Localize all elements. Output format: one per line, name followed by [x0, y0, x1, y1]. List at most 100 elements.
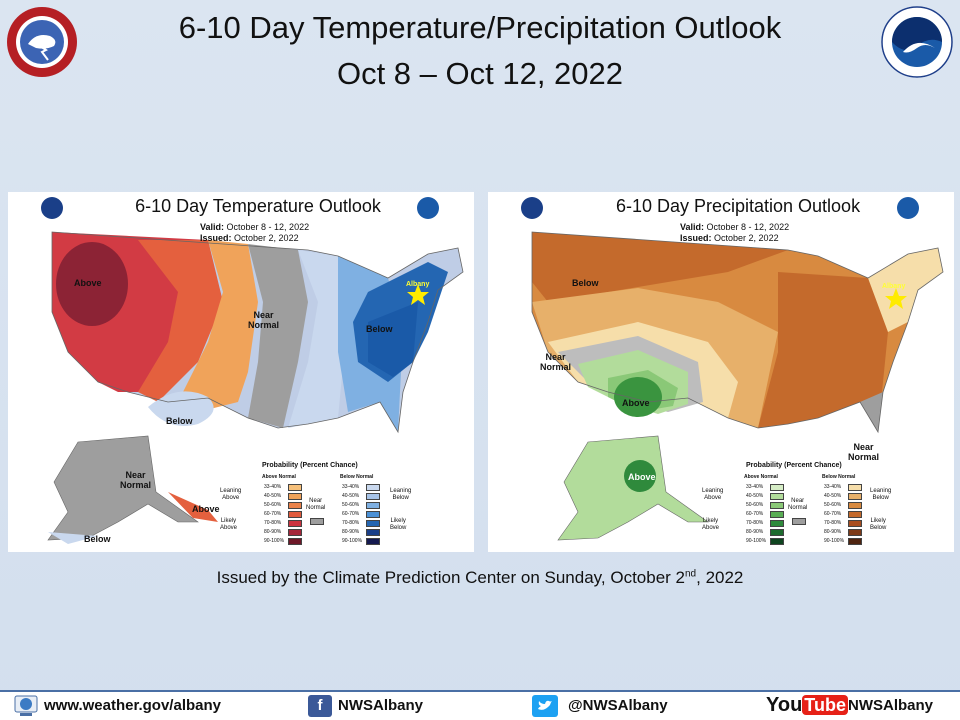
twitter-icon — [532, 695, 558, 717]
label-near-normal: Near Normal — [540, 352, 572, 372]
legend-swatch-above — [288, 493, 302, 500]
legend-swatch-above — [770, 493, 784, 500]
temperature-map-graphic — [41, 197, 464, 544]
legend-range-label: 80-90% — [824, 529, 842, 535]
legend-swatch-above — [770, 529, 784, 536]
legend-swatch-above — [288, 529, 302, 536]
globe-icon — [14, 695, 38, 716]
legend-range-label: 40-50% — [264, 493, 282, 499]
legend-range-label: 40-50% — [342, 493, 360, 499]
twitter-link[interactable]: @NWSAlbany — [568, 697, 668, 714]
legend-range-label: 60-70% — [264, 511, 282, 517]
page-subtitle-dates: Oct 8 – Oct 12, 2022 — [336, 56, 624, 91]
precipitation-map-graphic — [521, 197, 944, 541]
legend-swatch-below — [366, 529, 380, 536]
label-above-southwest: Above — [622, 398, 650, 408]
legend-swatch-above — [770, 538, 784, 545]
legend-range-label: 70-80% — [746, 520, 764, 526]
noaa-logo-icon — [881, 6, 953, 78]
precipitation-outlook-map: 6-10 Day Precipitation Outlook Valid: Oc… — [488, 192, 954, 552]
noaa-small-icon — [897, 197, 919, 219]
legend-swatch-below — [366, 511, 380, 518]
label-albany: Albany — [406, 281, 430, 288]
footer-bar: www.weather.gov/albany f NWSAlbany @NWSA… — [0, 690, 960, 720]
legend-swatch-below — [848, 520, 862, 527]
label-ak-near-normal: Near Normal — [120, 470, 152, 490]
legend-swatch-above — [770, 484, 784, 491]
legend-range-label: 70-80% — [264, 520, 282, 526]
albany-star-icon — [407, 284, 429, 305]
temperature-valid-dates: Valid: October 8 - 12, 2022 Issued: Octo… — [200, 222, 310, 243]
legend-range-label: 60-70% — [342, 511, 360, 517]
legend-range-label: 60-70% — [746, 511, 764, 517]
legend-swatch-below — [366, 484, 380, 491]
legend-range-label: 90-100% — [824, 538, 845, 544]
page-title: 6-10 Day Temperature/Precipitation Outlo… — [178, 10, 782, 45]
legend-range-label: 70-80% — [824, 520, 842, 526]
legend-swatch-below — [848, 529, 862, 536]
label-below-northwest: Below — [572, 278, 599, 288]
label-below-east: Below — [366, 324, 393, 334]
label-near-normal-southeast: Near Normal — [848, 442, 880, 462]
legend-swatch-above — [288, 511, 302, 518]
label-ak-below: Below — [84, 534, 111, 544]
legend-range-label: 80-90% — [264, 529, 282, 535]
legend-range-label: 90-100% — [264, 538, 285, 544]
legend-swatch-below — [848, 511, 862, 518]
legend-range-label: 60-70% — [824, 511, 842, 517]
legend-swatch-above — [288, 502, 302, 509]
precipitation-valid-dates: Valid: October 8 - 12, 2022 Issued: Octo… — [680, 222, 790, 243]
legend-swatch-below — [366, 520, 380, 527]
legend-range-label: 50-60% — [264, 502, 282, 508]
legend-range-label: 70-80% — [342, 520, 360, 526]
facebook-link[interactable]: NWSAlbany — [338, 697, 424, 714]
legend-swatch-below — [848, 538, 862, 545]
doc-seal-icon — [521, 197, 543, 219]
temperature-outlook-map: 6-10 Day Temperature Outlook Valid: Octo… — [8, 192, 474, 552]
legend-range-label: 90-100% — [746, 538, 767, 544]
legend-range-label: 33-40% — [746, 484, 764, 490]
near-normal-swatch — [792, 518, 806, 525]
near-normal-swatch — [310, 518, 324, 525]
legend-range-label: 80-90% — [342, 529, 360, 535]
legend-swatch-below — [366, 502, 380, 509]
issued-statement: Issued by the Climate Prediction Center … — [216, 568, 744, 587]
youtube-icon: You Tube — [766, 694, 848, 716]
doc-seal-icon — [41, 197, 63, 219]
legend-range-label: 90-100% — [342, 538, 363, 544]
label-above-west: Above — [74, 278, 102, 288]
facebook-icon: f — [308, 695, 332, 717]
legend-swatch-above — [770, 502, 784, 509]
legend-swatch-above — [288, 520, 302, 527]
legend-range-label: 33-40% — [824, 484, 842, 490]
legend-range-label: 50-60% — [342, 502, 360, 508]
legend-range-label: 40-50% — [746, 493, 764, 499]
temperature-panel-title: 6-10 Day Temperature Outlook — [135, 196, 381, 216]
legend-swatch-below — [848, 484, 862, 491]
legend-swatch-below — [366, 538, 380, 545]
noaa-small-icon — [417, 197, 439, 219]
legend-swatch-above — [288, 538, 302, 545]
youtube-link[interactable]: NWSAlbany — [848, 697, 934, 714]
precipitation-panel-title: 6-10 Day Precipitation Outlook — [615, 196, 861, 216]
label-ak-above: Above — [628, 472, 656, 482]
legend-swatch-above — [288, 484, 302, 491]
legend-swatch-above — [770, 520, 784, 527]
label-below-south: Below — [166, 416, 193, 426]
legend-range-label: 33-40% — [342, 484, 360, 490]
website-link[interactable]: www.weather.gov/albany — [44, 697, 221, 714]
legend-range-label: 40-50% — [824, 493, 842, 499]
legend-swatch-below — [848, 493, 862, 500]
legend-swatch-below — [848, 502, 862, 509]
label-albany: Albany — [882, 283, 906, 290]
legend-range-label: 50-60% — [746, 502, 764, 508]
label-ak-above: Above — [192, 504, 220, 514]
legend-swatch-above — [770, 511, 784, 518]
albany-star-icon — [885, 288, 907, 309]
legend-range-label: 80-90% — [746, 529, 764, 535]
legend-range-label: 50-60% — [824, 502, 842, 508]
label-near-normal: Near Normal — [248, 310, 280, 330]
legend-range-label: 33-40% — [264, 484, 282, 490]
nws-logo-icon — [7, 7, 77, 77]
